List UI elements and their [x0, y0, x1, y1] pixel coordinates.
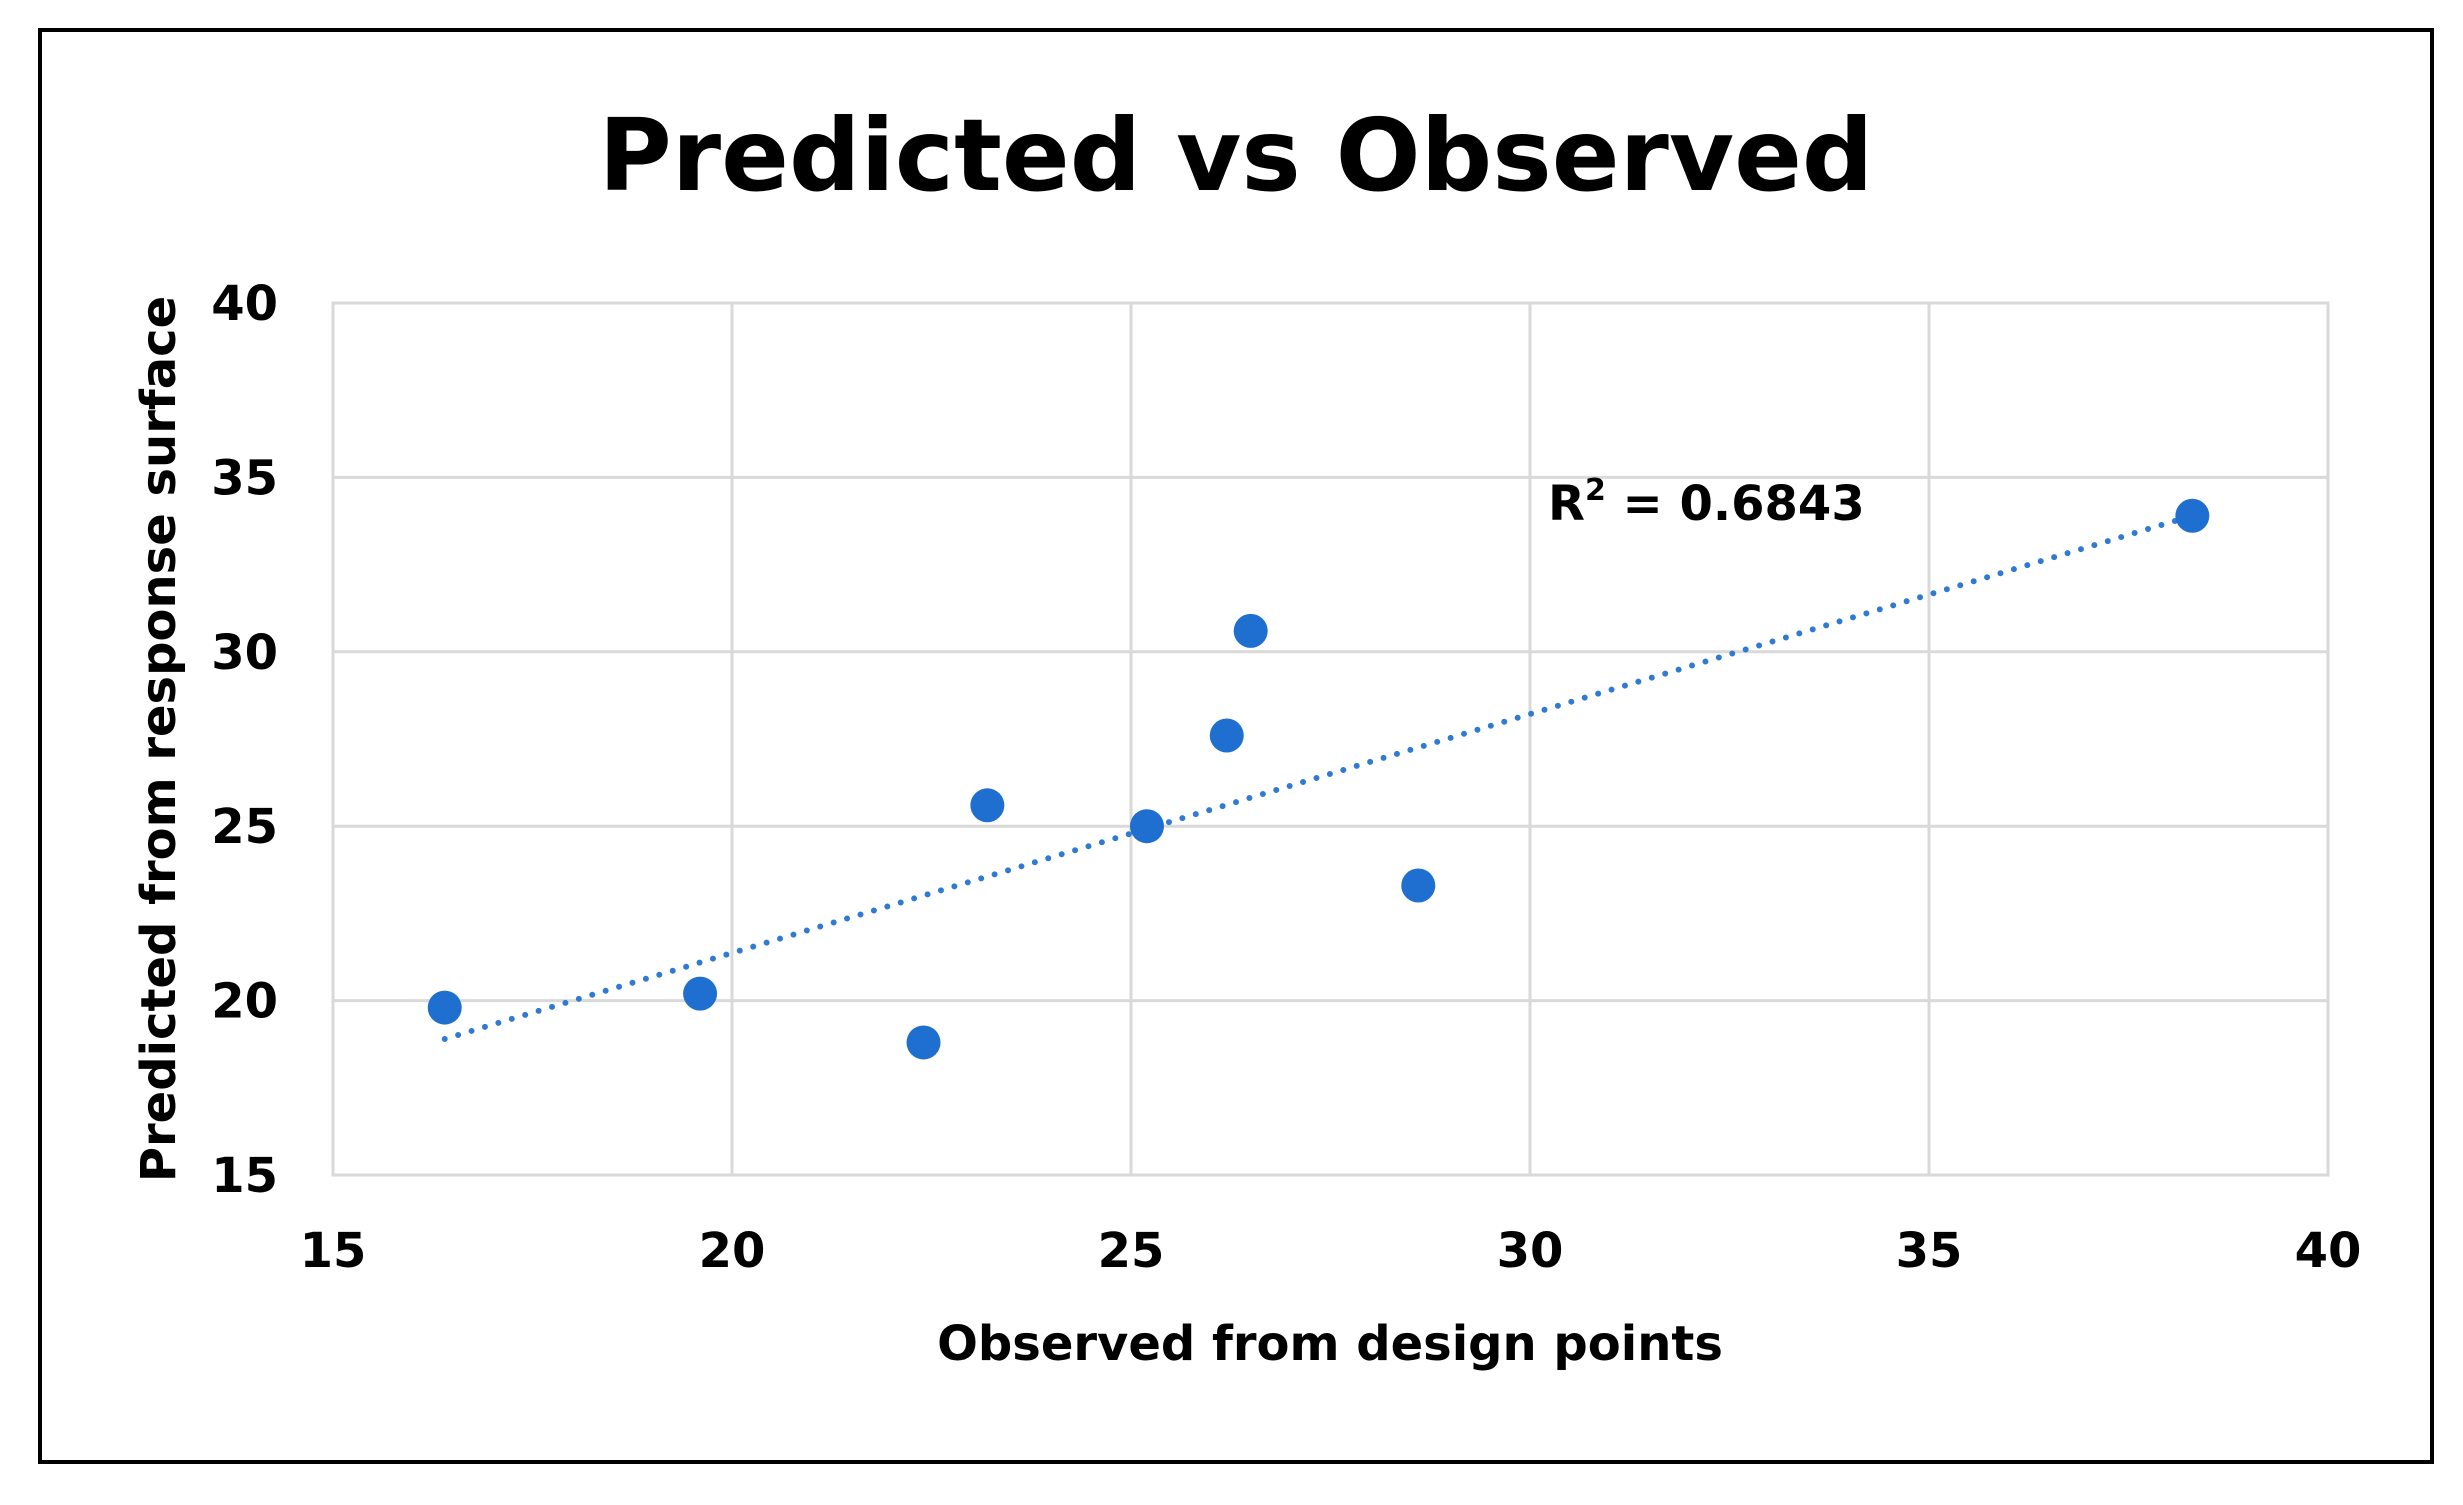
x-axis-label: Observed from design points [937, 1316, 1723, 1372]
data-point [1129, 809, 1164, 844]
r-squared-superscript: 2 [1585, 473, 1606, 508]
x-tick-label: 40 [2295, 1223, 2362, 1279]
x-tick-label: 15 [300, 1223, 367, 1279]
y-tick-label: 25 [211, 799, 278, 855]
data-point [1401, 868, 1436, 903]
data-point [683, 976, 718, 1011]
trendline-layer [441, 512, 2196, 1042]
r-squared-annotation: R2 = 0.6843 [1548, 473, 1865, 532]
data-points [427, 498, 2210, 1060]
data-point [906, 1025, 941, 1060]
x-tick-label: 30 [1497, 1223, 1564, 1279]
data-point [1209, 718, 1244, 753]
plot-area [331, 301, 2330, 1177]
grid-layer [331, 301, 2330, 1177]
trendline [441, 512, 2196, 1042]
chart-title: Predicted vs Observed [599, 97, 1874, 214]
y-tick-label: 20 [211, 974, 278, 1030]
data-point [427, 990, 462, 1025]
data-point [2175, 498, 2210, 533]
y-tick-label: 40 [211, 276, 278, 332]
r-squared-prefix: R [1548, 476, 1585, 532]
y-tick-label: 35 [211, 450, 278, 506]
y-axis-label: Predicted from response surface [131, 296, 187, 1182]
y-tick-label: 30 [211, 625, 278, 681]
data-point [1233, 613, 1268, 648]
y-tick-label: 15 [211, 1148, 278, 1204]
x-tick-label: 25 [1098, 1223, 1165, 1279]
x-tick-labels: 15 20 25 30 35 40 [300, 1223, 2362, 1279]
y-tick-labels: 15 20 25 30 35 40 [211, 276, 278, 1204]
data-point [970, 788, 1005, 823]
x-tick-label: 35 [1896, 1223, 1963, 1279]
r-squared-value: = 0.6843 [1606, 476, 1865, 532]
x-tick-label: 20 [699, 1223, 766, 1279]
